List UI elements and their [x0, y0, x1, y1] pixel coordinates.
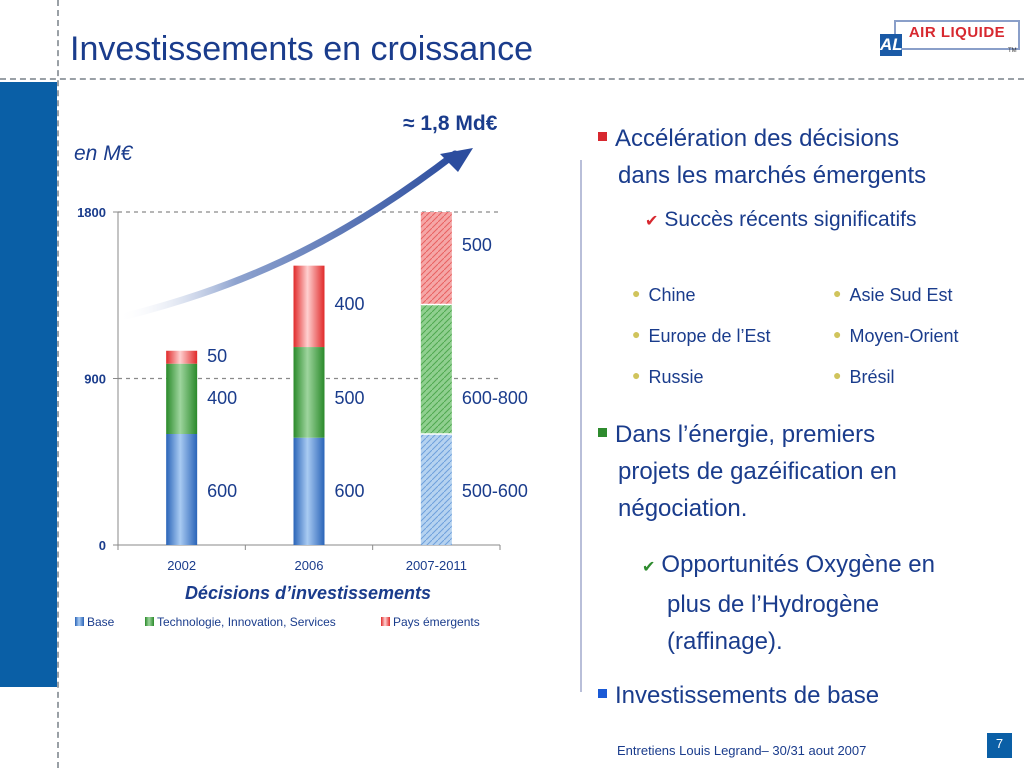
sub2-line1: Opportunités Oxygène en — [661, 551, 935, 578]
left-blue-band — [0, 82, 57, 687]
country-label: Brésil — [849, 367, 895, 387]
growth-arrow-icon — [114, 148, 473, 322]
bar-value-label: 500-600 — [462, 481, 528, 501]
bar-segment — [293, 265, 325, 348]
bar-segment — [166, 363, 198, 434]
country-item: ● Moyen-Orient — [833, 326, 959, 347]
dot-bullet-icon: ● — [833, 326, 842, 342]
bullet1-line2: dans les marchés émergents — [618, 162, 927, 189]
country-label: Russie — [648, 367, 704, 387]
country-item: ● Russie — [632, 367, 704, 388]
chart-x-axis-title: Décisions d’investissements — [185, 583, 431, 603]
approx-label: ≈ 1,8 Md€ — [403, 112, 498, 135]
dot-bullet-icon: ● — [632, 285, 641, 301]
y-tick-label: 0 — [99, 538, 106, 553]
bar-segment — [420, 304, 452, 434]
green-check-icon: ✔ — [642, 559, 656, 576]
bar-value-label: 500 — [462, 235, 492, 255]
bullet3-text: Investissements de base — [615, 682, 880, 709]
bar-segment — [166, 434, 198, 545]
growth-arrow-shaft — [114, 150, 459, 322]
horizontal-divider — [0, 78, 1024, 80]
page-number: 7 — [987, 733, 1012, 758]
chart-value-labels: 600 400 50 600 500 400 500-600 600-800 500 — [207, 235, 528, 501]
unit-label: en M€ — [74, 142, 133, 165]
bullet2-line2: projets de gazéification en — [618, 458, 897, 485]
chart-bars — [166, 212, 452, 545]
country-label: Moyen-Orient — [849, 326, 959, 346]
growth-arrow-head — [440, 148, 473, 172]
bar-segment — [166, 350, 198, 364]
bar-value-label: 400 — [207, 388, 237, 408]
footer-text: Entretiens Louis Legrand– 30/31 aout 200… — [617, 743, 867, 758]
green-bullet-icon — [598, 428, 607, 438]
country-item: ● Chine — [632, 285, 696, 306]
dot-bullet-icon: ● — [833, 367, 842, 383]
bullet-energy: Dans l’énergie, premiers projets de gazé… — [598, 416, 1008, 527]
x-tick-label: 2002 — [167, 558, 196, 573]
column-separator — [580, 160, 582, 692]
bullet2-line3: négociation. — [618, 495, 748, 522]
red-bullet-icon — [598, 132, 607, 142]
bar-value-label: 600 — [335, 481, 365, 501]
sub2-line3: (raffinage). — [667, 628, 783, 655]
blue-bullet-icon — [598, 689, 607, 699]
bullet1-line1: Accélération des décisions — [615, 125, 900, 152]
x-tick-label: 2006 — [295, 558, 324, 573]
country-label: Europe de l’Est — [648, 326, 771, 346]
dot-bullet-icon: ● — [833, 285, 842, 301]
dot-bullet-icon: ● — [632, 367, 641, 383]
bar-segment — [420, 434, 452, 545]
bullet2-line1: Dans l’énergie, premiers — [615, 421, 876, 448]
x-tick-label: 2007-2011 — [406, 558, 467, 573]
country-item: ● Brésil — [833, 367, 894, 388]
chart-tick-labels: 0 900 1800 2002 2006 2007-2011 — [77, 205, 467, 573]
bar-segment — [293, 347, 325, 438]
legend-label: Pays émergents — [393, 615, 480, 629]
dot-bullet-icon: ● — [632, 326, 641, 342]
bar-value-label: 400 — [335, 294, 365, 314]
country-item: ● Asie Sud Est — [833, 285, 953, 306]
logo-mark-icon: AL — [880, 34, 903, 56]
bullet-base-investments: Investissements de base — [598, 682, 879, 710]
logo-tm: TM — [1008, 48, 1017, 54]
legend-swatch — [381, 617, 390, 626]
chart-legend: Base Technologie, Innovation, Services Pay… — [75, 615, 480, 629]
y-tick-label: 1800 — [77, 205, 106, 220]
bar-value-label: 600 — [207, 481, 237, 501]
bar-value-label: 500 — [335, 388, 365, 408]
air-liquide-logo: AIR LIQUIDE AL TM — [880, 20, 1020, 64]
logo-text: AIR LIQUIDE — [908, 24, 1006, 41]
country-label: Asie Sud Est — [849, 285, 953, 305]
bar-segment — [293, 437, 325, 545]
sub-bullet-successes: ✔ Succès récents significatifs — [645, 208, 917, 232]
legend-swatch — [75, 617, 84, 626]
legend-label: Technologie, Innovation, Services — [157, 615, 336, 629]
sub2-line2: plus de l’Hydrogène — [667, 591, 880, 618]
bar-value-label: 50 — [207, 346, 227, 366]
vertical-divider — [57, 0, 59, 768]
bar-segment — [420, 212, 452, 305]
sub-bullet-oxygen: ✔ Opportunités Oxygène en plus de l’Hydro… — [642, 546, 1012, 660]
legend-label: Base — [87, 615, 115, 629]
y-tick-label: 900 — [84, 372, 106, 387]
sub1-text: Succès récents significatifs — [664, 208, 917, 231]
country-label: Chine — [648, 285, 696, 305]
legend-swatch — [145, 617, 154, 626]
slide-title: Investissements en croissance — [70, 30, 533, 68]
bullet-emerging-markets: Accélération des décisions dans les marc… — [598, 120, 1008, 194]
red-check-icon: ✔ — [645, 213, 659, 230]
logo-frame: AIR LIQUIDE — [894, 20, 1020, 50]
bar-value-label: 600-800 — [462, 388, 528, 408]
country-item: ● Europe de l’Est — [632, 326, 771, 347]
